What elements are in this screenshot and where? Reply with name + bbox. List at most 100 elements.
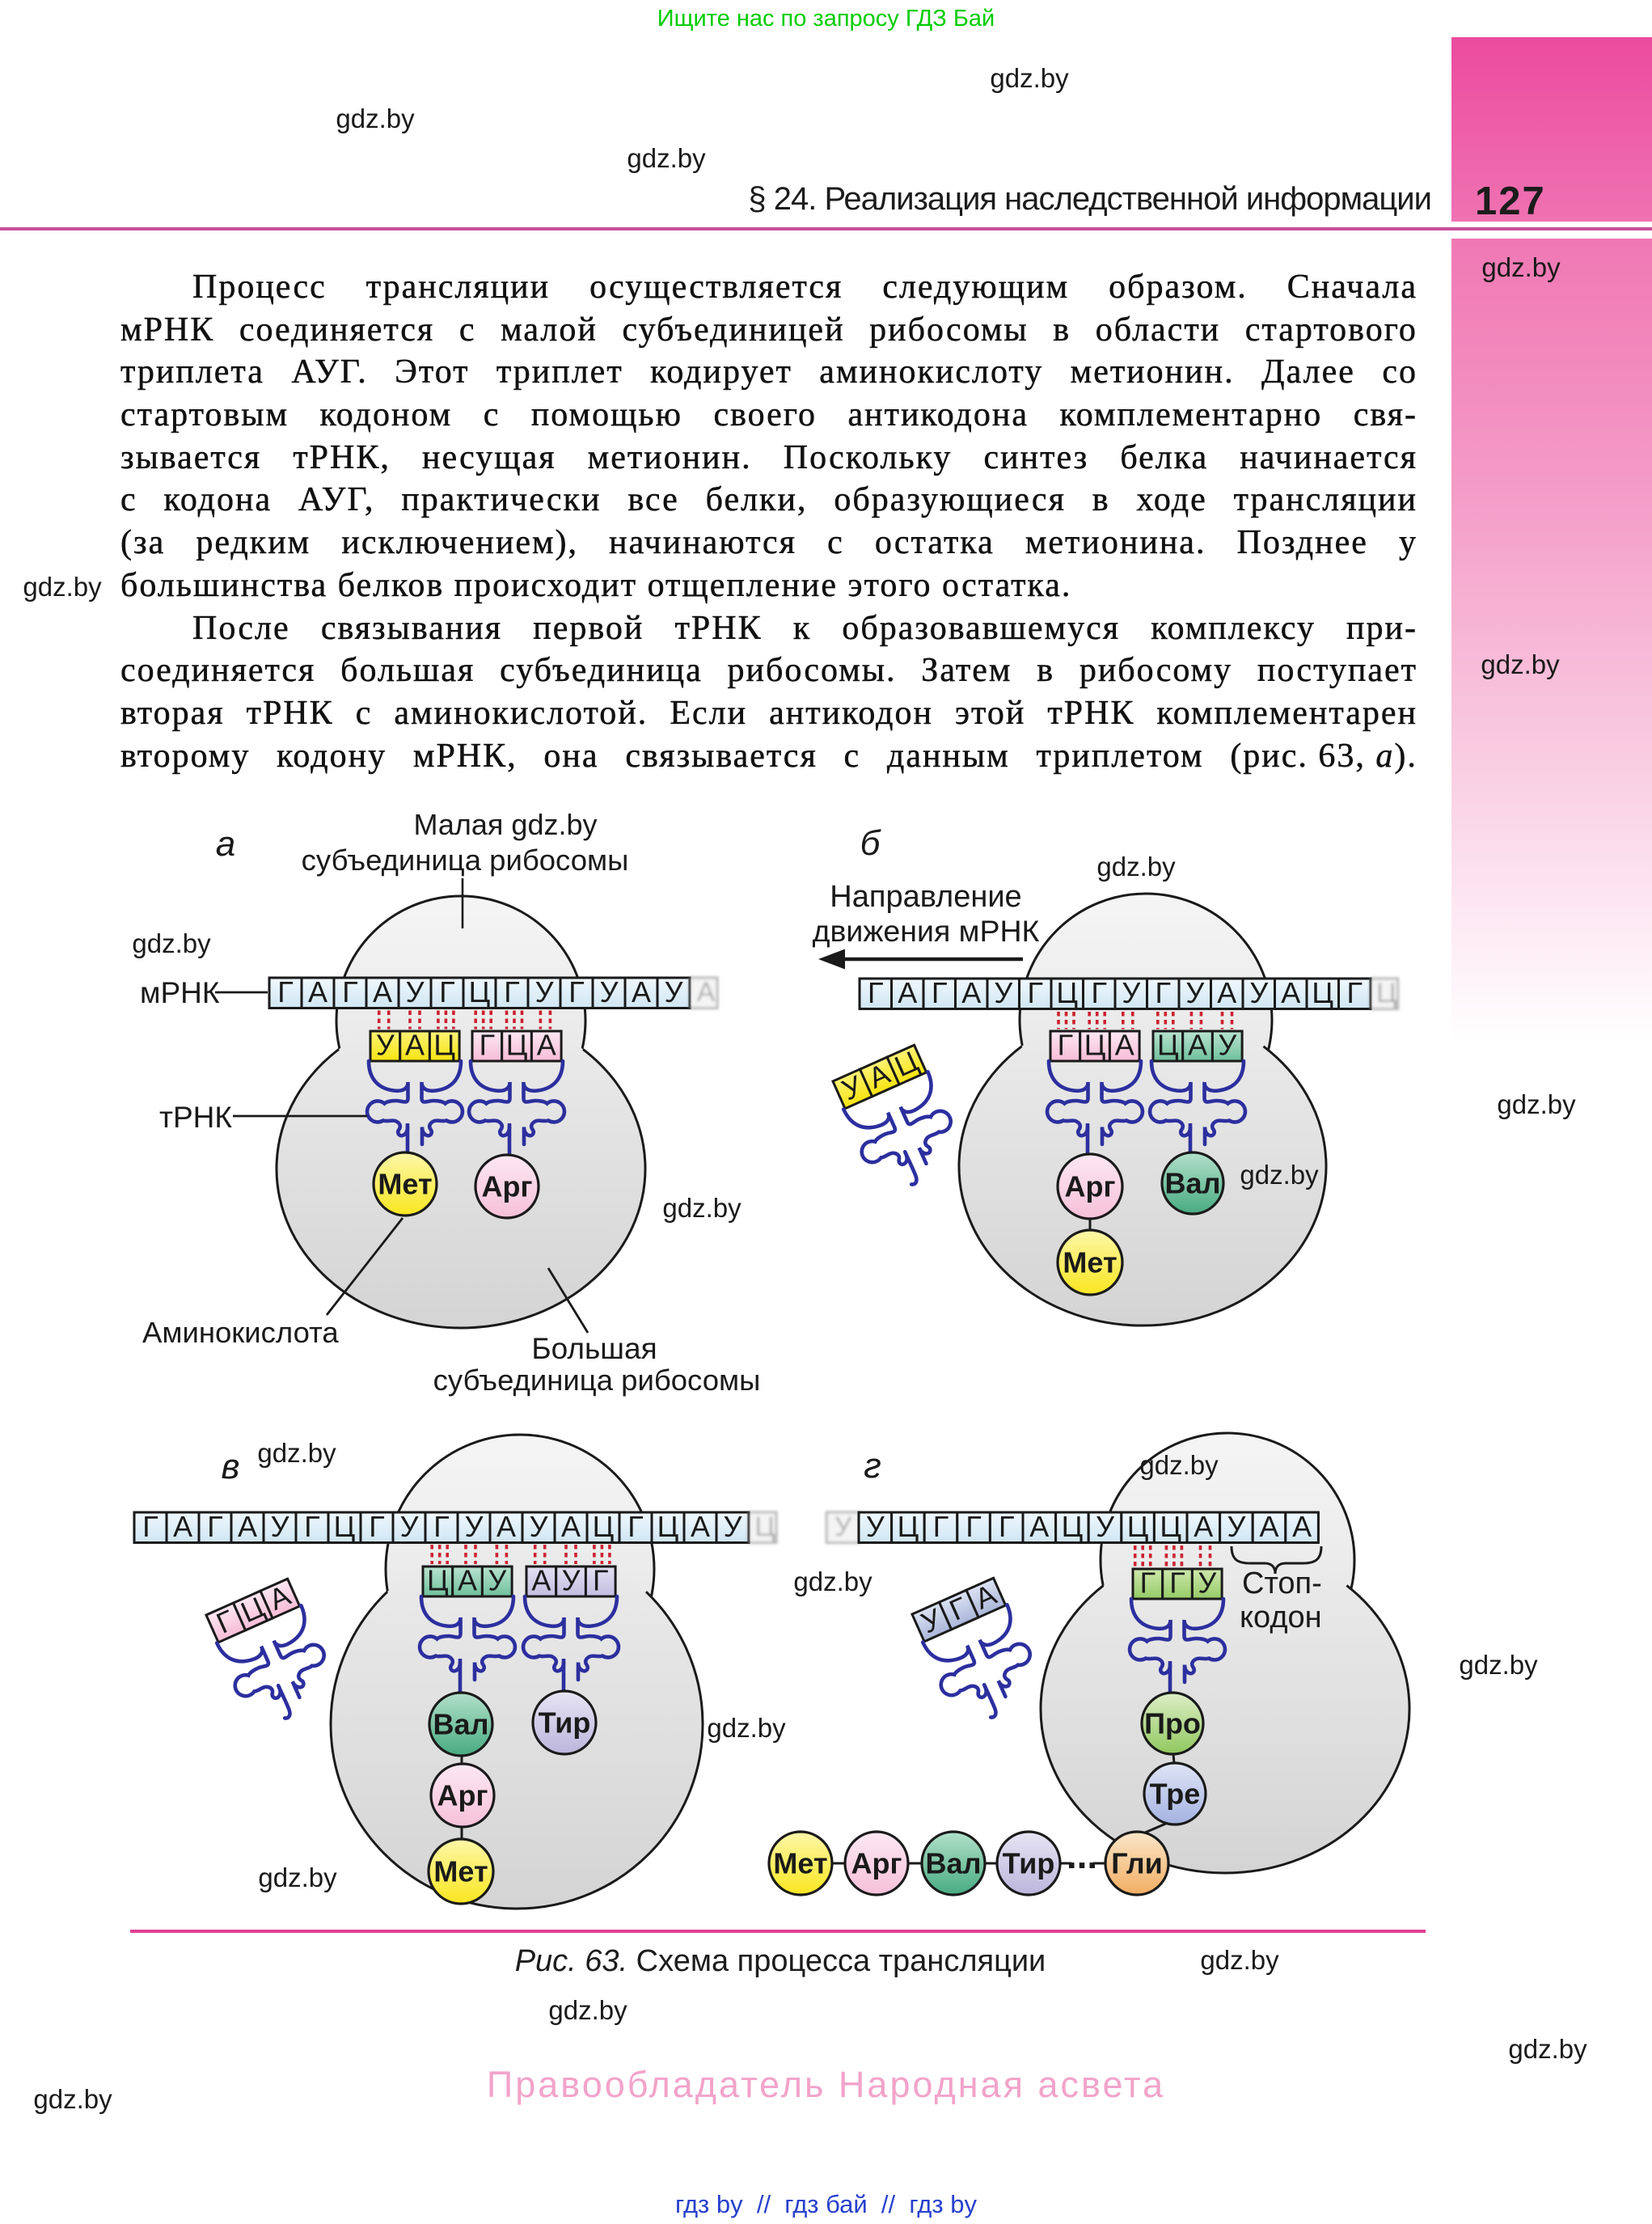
- svg-text:У: У: [400, 1510, 420, 1543]
- svg-text:У: У: [465, 1510, 484, 1543]
- svg-text:А: А: [496, 1510, 516, 1543]
- svg-text:А: А: [537, 1029, 556, 1062]
- svg-text:А: А: [632, 975, 651, 1008]
- svg-text:У: У: [530, 1510, 549, 1543]
- svg-text:У: У: [1122, 976, 1141, 1009]
- svg-text:субъединица рибосомы: субъединица рибосомы: [433, 1364, 761, 1397]
- svg-text:Тре: Тре: [1150, 1778, 1201, 1811]
- svg-text:У: У: [1198, 1567, 1217, 1600]
- svg-text:А: А: [531, 1564, 551, 1597]
- svg-text:Г: Г: [1347, 976, 1363, 1009]
- svg-text:Г: Г: [999, 1510, 1015, 1543]
- svg-text:Г: Г: [304, 1510, 320, 1543]
- svg-text:Вал: Вал: [926, 1847, 982, 1880]
- svg-text:У: У: [834, 1512, 852, 1542]
- svg-text:Арг: Арг: [437, 1779, 488, 1812]
- svg-text:Направление: Направление: [830, 880, 1021, 914]
- svg-text:У: У: [271, 1510, 290, 1543]
- svg-text:У: У: [535, 975, 555, 1008]
- svg-text:Ц: Ц: [593, 1510, 615, 1543]
- svg-text:А: А: [1292, 1510, 1312, 1543]
- svg-text:А: А: [405, 1029, 425, 1062]
- svg-text:У: У: [562, 1564, 581, 1597]
- svg-text:Мет: Мет: [378, 1168, 432, 1201]
- svg-text:У: У: [600, 975, 619, 1008]
- svg-text:Ц: Ц: [1127, 1510, 1149, 1543]
- svg-text:У: У: [1096, 1510, 1115, 1543]
- svg-text:А: А: [1281, 976, 1300, 1009]
- svg-text:Г: Г: [1156, 976, 1172, 1009]
- svg-text:Малая gdz.by: Малая gdz.by: [413, 808, 597, 841]
- svg-text:субъединица рибосомы: субъединица рибосомы: [302, 844, 629, 877]
- svg-text:Ц: Ц: [427, 1564, 449, 1597]
- svg-text:Г: Г: [965, 1510, 982, 1543]
- svg-text:Большая: Большая: [531, 1332, 657, 1365]
- svg-text:...: ...: [1067, 1834, 1097, 1876]
- svg-text:Г: Г: [933, 1510, 949, 1543]
- svg-text:Г: Г: [439, 975, 455, 1008]
- svg-text:Ц: Ц: [433, 1029, 455, 1062]
- svg-text:Г: Г: [433, 1510, 450, 1543]
- svg-text:У: У: [376, 1029, 395, 1062]
- svg-text:Тир: Тир: [1003, 1847, 1055, 1880]
- svg-text:кодон: кодон: [1240, 1600, 1322, 1634]
- svg-text:Г: Г: [868, 976, 884, 1009]
- svg-text:У: У: [488, 1564, 507, 1597]
- svg-text:Стоп-: Стоп-: [1242, 1567, 1322, 1600]
- svg-text:Г: Г: [369, 1510, 385, 1543]
- svg-text:Про: Про: [1144, 1707, 1201, 1740]
- svg-text:движения мРНК: движения мРНК: [813, 914, 1040, 948]
- svg-text:А: А: [697, 977, 716, 1008]
- svg-text:Вал: Вал: [1165, 1167, 1221, 1200]
- svg-text:Г: Г: [207, 1510, 223, 1543]
- svg-text:Г: Г: [504, 975, 520, 1008]
- svg-text:А: А: [561, 1510, 581, 1543]
- svg-text:Ц: Ц: [334, 1510, 356, 1543]
- svg-text:Ц: Ц: [1312, 976, 1333, 1009]
- svg-text:Ц: Ц: [754, 1512, 775, 1542]
- svg-text:Г: Г: [480, 1029, 496, 1062]
- svg-text:Г: Г: [142, 1510, 158, 1543]
- svg-text:Вал: Вал: [433, 1708, 489, 1741]
- svg-text:Г: Г: [1169, 1567, 1185, 1600]
- svg-text:б: б: [860, 823, 882, 863]
- svg-text:У: У: [724, 1510, 743, 1543]
- svg-text:Ц: Ц: [1376, 978, 1396, 1008]
- svg-text:Ц: Ц: [657, 1510, 679, 1543]
- svg-text:Арг: Арг: [1065, 1170, 1116, 1203]
- svg-text:а: а: [216, 824, 235, 864]
- svg-text:Г: Г: [593, 1564, 609, 1597]
- svg-text:А: А: [961, 976, 981, 1009]
- svg-text:А: А: [238, 1510, 257, 1543]
- svg-text:Г: Г: [342, 975, 358, 1008]
- svg-text:У: У: [1249, 976, 1269, 1009]
- svg-text:У: У: [866, 1510, 885, 1543]
- svg-text:У: У: [1185, 976, 1205, 1009]
- svg-text:Ц: Ц: [1062, 1510, 1084, 1543]
- svg-text:А: А: [1188, 1029, 1207, 1062]
- svg-text:А: А: [1259, 1510, 1278, 1543]
- svg-text:Тир: Тир: [539, 1706, 591, 1740]
- svg-text:Г: Г: [568, 975, 585, 1008]
- svg-text:А: А: [898, 976, 917, 1009]
- svg-text:Г: Г: [932, 976, 948, 1009]
- svg-text:Г: Г: [277, 975, 294, 1008]
- svg-text:А: А: [1217, 976, 1236, 1009]
- svg-text:Г: Г: [1092, 976, 1108, 1009]
- svg-text:Гли: Гли: [1111, 1847, 1163, 1880]
- svg-text:Ц: Ц: [1084, 1029, 1106, 1062]
- svg-text:А: А: [308, 975, 327, 1008]
- svg-text:Ц: Ц: [1056, 976, 1078, 1009]
- svg-text:Ц: Ц: [1157, 1029, 1179, 1062]
- svg-text:тРНК: тРНК: [159, 1101, 232, 1134]
- svg-text:Арг: Арг: [851, 1847, 902, 1880]
- svg-text:У: У: [994, 976, 1013, 1009]
- svg-text:Г: Г: [1058, 1029, 1074, 1062]
- svg-text:в: в: [222, 1447, 240, 1486]
- svg-text:Ц: Ц: [898, 1510, 919, 1543]
- svg-text:У: У: [1218, 1029, 1237, 1062]
- svg-text:У: У: [406, 975, 425, 1008]
- svg-text:Мет: Мет: [433, 1855, 488, 1888]
- svg-text:А: А: [1029, 1510, 1049, 1543]
- svg-text:У: У: [665, 975, 684, 1008]
